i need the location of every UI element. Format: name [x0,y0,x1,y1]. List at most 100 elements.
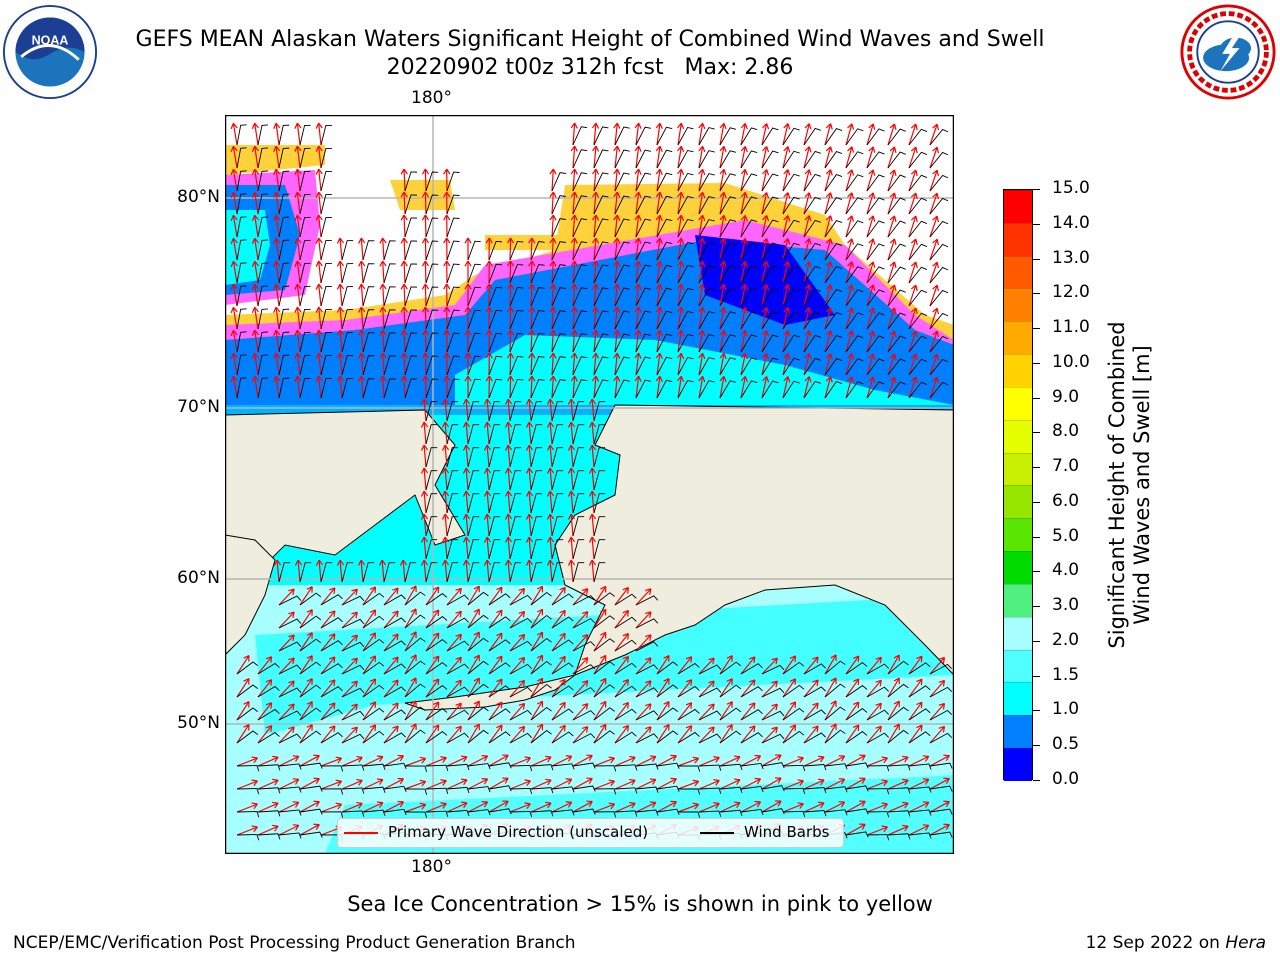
wave-arrow-head [496,609,503,617]
wave-direction-arrow [423,514,427,537]
wave-arrow-head [588,536,597,543]
wave-arrow-head [294,122,302,129]
wave-direction-arrow [782,655,796,675]
wind-barb [572,424,585,445]
wind-barb [299,331,311,353]
wind-barb [593,493,606,514]
wave-direction-arrow [761,284,768,307]
wave-arrow-head [481,800,489,808]
wave-arrow-head [358,260,366,267]
wind-barb [845,197,864,215]
wind-barb [257,787,281,794]
wave-arrow-head [306,632,313,639]
wind-barb [593,172,609,192]
wave-arrow-head [645,611,652,618]
wave-direction-arrow [824,755,845,767]
wave-direction-arrow [530,329,533,353]
wave-arrow-head [546,444,555,451]
wave-direction-arrow [488,800,509,813]
wave-arrow-head [910,215,918,223]
wind-barb [635,763,659,770]
wave-direction-arrow [465,537,469,560]
wave-arrow-head [859,777,866,784]
wave-direction-arrow [677,803,699,813]
wind-barb [278,193,290,215]
wind-barb [908,289,928,307]
wave-direction-arrow [339,284,343,307]
wave-direction-arrow [425,586,440,606]
wave-direction-arrow [593,678,607,698]
wave-direction-arrow [698,802,720,813]
wave-direction-arrow [383,801,404,813]
wave-arrow-head [762,330,770,337]
wave-direction-arrow [446,779,468,790]
wave-direction-arrow [698,123,704,146]
wave-arrow-head [462,398,471,405]
wave-arrow-head [432,632,440,640]
wave-direction-arrow [803,238,810,261]
wave-direction-arrow [824,677,837,698]
wave-direction-arrow [299,701,313,721]
wave-arrow-head [230,375,238,383]
wind-barb [677,662,700,675]
wave-arrow-head [825,146,833,153]
wave-arrow-head [622,609,629,617]
wind-barb [719,242,737,261]
wave-arrow-head [812,656,819,664]
colorbar-tick [1033,432,1040,434]
wind-barb [782,707,805,721]
wind-barb [761,196,779,215]
wave-direction-arrow [782,757,804,767]
wave-direction-arrow [698,657,715,675]
wave-direction-arrow [318,307,322,330]
wave-arrow-head [369,586,377,593]
wave-arrow-head [893,677,900,685]
wave-arrow-head [243,724,250,731]
colorbar-segment [1004,485,1032,519]
wind-barb [593,218,609,238]
wave-direction-arrow [656,169,661,192]
wave-direction-arrow [593,586,607,606]
wind-barb [593,424,606,445]
wave-direction-arrow [719,376,725,399]
wave-arrow-head [804,123,812,130]
wave-arrow-head [369,724,377,731]
wave-arrow-head [838,778,846,785]
wave-arrow-head [336,237,345,244]
wind-barb [446,309,460,330]
wave-arrow-head [622,586,629,594]
wave-direction-arrow [887,825,909,836]
wave-direction-arrow [444,399,448,422]
wind-barb [929,243,949,261]
wave-direction-arrow [761,726,778,744]
wave-direction-legend-label: Primary Wave Direction (unscaled) [388,823,649,841]
wave-direction-arrow [570,491,574,514]
wave-arrow-head [443,329,451,336]
wave-direction-arrow [465,422,469,445]
wave-direction-arrow [404,700,417,721]
wave-direction-arrow [572,754,593,767]
wind-barb [824,729,846,744]
wave-arrow-head [600,723,607,731]
wind-barb [572,710,596,721]
wind-barb [635,786,659,793]
wave-arrow-head [591,191,600,198]
wave-direction-arrow [803,146,810,169]
wave-direction-arrow [362,779,384,790]
wave-arrow-head [847,146,855,153]
wave-arrow-head [369,655,377,662]
wave-direction-arrow [570,537,574,560]
wave-direction-arrow [530,352,533,376]
colorbar [1003,189,1033,781]
wind-barb [341,733,365,744]
wave-direction-arrow [677,679,693,698]
wave-arrow-head [567,490,576,497]
wind-barb [614,731,637,744]
wind-barb [824,706,846,721]
wind-barb [320,788,344,795]
wave-arrow-head [762,123,770,130]
colorbar-tick-label: 1.0 [1052,699,1080,720]
wave-direction-arrow [257,725,273,744]
wave-arrow-head [358,237,366,244]
wave-arrow-head [783,261,791,268]
